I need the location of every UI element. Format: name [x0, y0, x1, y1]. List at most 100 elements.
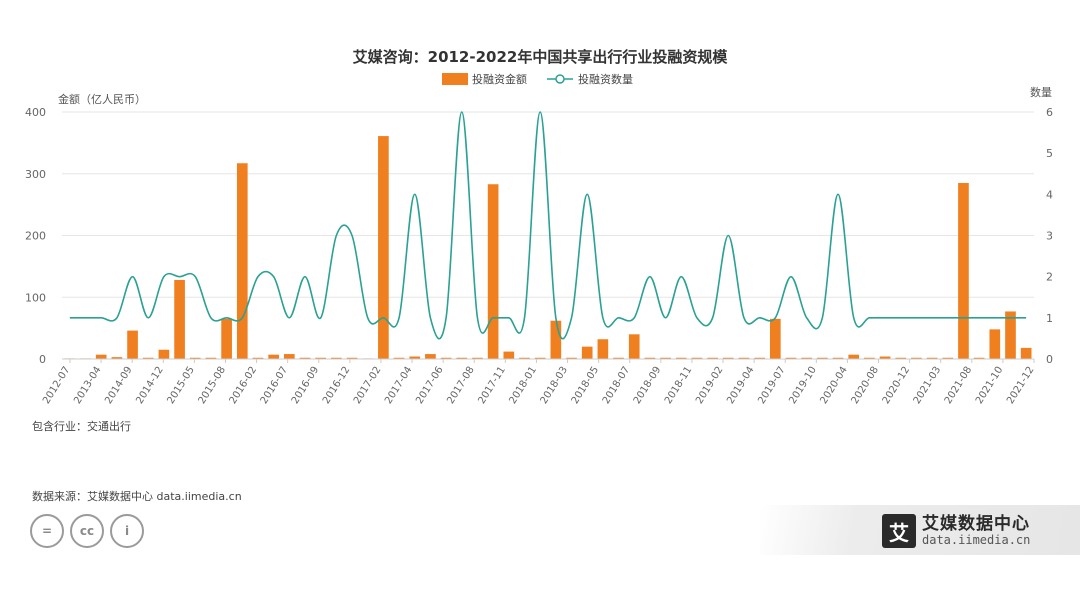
grid — [62, 111, 1034, 360]
bar-2 — [95, 354, 107, 359]
bar-50 — [848, 354, 860, 359]
bar-48 — [817, 357, 828, 359]
y2-tick-label-6: 6 — [1046, 106, 1053, 119]
x-tick-label-31: 2021-12 — [1005, 365, 1036, 406]
x-tick-label-17: 2018-05 — [570, 365, 601, 406]
brand-url: data.iimedia.cn — [922, 532, 1031, 547]
bar-44 — [754, 357, 765, 359]
bar-21 — [393, 357, 405, 359]
x-tick-label-28: 2021-03 — [912, 365, 943, 406]
x-tick-label-1: 2013-04 — [72, 365, 103, 406]
bar-32 — [566, 357, 577, 359]
y-ticks: 0 100 200 300 400 — [25, 106, 46, 366]
x-tick-label-23: 2019-07 — [756, 365, 787, 406]
bar-53 — [895, 357, 907, 359]
y2-tick-label-2: 2 — [1046, 271, 1053, 284]
bar-49 — [832, 357, 844, 359]
x-tick-label-16: 2018-03 — [539, 365, 570, 406]
count-series-line — [69, 111, 1027, 340]
bar-39 — [675, 357, 687, 359]
y2-tick-label-0: 0 — [1046, 353, 1053, 366]
bar-54 — [911, 357, 922, 359]
cc-icon: cc — [70, 514, 104, 548]
bar-47 — [801, 357, 813, 359]
bar-56 — [942, 357, 954, 359]
bar-45 — [769, 318, 781, 359]
bar-22 — [409, 356, 421, 359]
bar-11 — [236, 163, 248, 359]
x-tick-label-29: 2021-08 — [943, 365, 974, 406]
bar-30 — [534, 357, 546, 359]
y2-tick-label-3: 3 — [1046, 230, 1053, 243]
bar-60 — [1005, 311, 1016, 359]
brand-name: 艾媒数据中心 — [922, 513, 1030, 534]
bar-20 — [378, 136, 389, 359]
x-tick-label-4: 2015-05 — [165, 365, 196, 406]
bar-57 — [958, 183, 969, 359]
bar-23 — [425, 354, 436, 359]
y2-ticks: 0 1 2 3 4 5 6 — [1046, 106, 1053, 366]
y-tick-label-1: 100 — [25, 291, 46, 304]
y2-tick-label-4: 4 — [1046, 188, 1053, 201]
bar-51 — [864, 357, 875, 359]
chart-title: 艾媒咨询：2012-2022年中国共享出行行业投融资规模 — [353, 48, 729, 66]
x-tick-label-6: 2016-02 — [228, 365, 259, 406]
bar-41 — [707, 357, 718, 359]
bar-34 — [597, 339, 609, 359]
x-tick-label-7: 2016-07 — [259, 365, 290, 406]
x-tick-label-14: 2017-11 — [476, 365, 507, 406]
cc-nd-icon: = — [30, 514, 64, 548]
industry-note: 包含行业：交通出行 — [32, 420, 131, 433]
bar-25 — [456, 357, 468, 359]
bar-43 — [738, 357, 750, 359]
legend: 投融资金额 投融资数量 — [442, 72, 633, 86]
brand: 艾 艾媒数据中心 data.iimedia.cn — [882, 514, 1030, 548]
bar-58 — [973, 357, 985, 359]
x-tick-label-10: 2017-02 — [352, 365, 383, 406]
x-tick-label-5: 2015-08 — [197, 365, 228, 406]
x-tick-label-2: 2014-09 — [103, 365, 134, 406]
footer-band — [760, 505, 1080, 555]
bar-55 — [926, 357, 938, 359]
bar-31 — [550, 320, 562, 359]
x-tick-label-8: 2016-09 — [290, 365, 321, 406]
y2-tick-label-1: 1 — [1046, 312, 1053, 325]
x-tick-label-11: 2017-04 — [383, 365, 414, 406]
bar-52 — [879, 356, 891, 359]
bar-5 — [142, 357, 154, 359]
y2-axis-label: 数量 — [1030, 86, 1052, 99]
x-ticks: 2012-07 2013-04 2014-09 2014-12 2015-05 2015-… — [41, 359, 1037, 406]
x-tick-label-30: 2021-10 — [974, 365, 1005, 406]
bar-12 — [252, 357, 264, 359]
bar-16 — [315, 357, 327, 359]
bar-8 — [189, 357, 201, 359]
x-tick-label-0: 2012-07 — [41, 365, 72, 406]
bar-29 — [519, 357, 530, 359]
x-tick-label-20: 2018-11 — [663, 365, 694, 406]
x-tick-label-27: 2020-12 — [881, 365, 912, 406]
bar-46 — [785, 357, 797, 359]
y-tick-label-3: 300 — [25, 168, 46, 181]
x-tick-label-15: 2018-01 — [508, 365, 539, 406]
cc-by-icon: i — [110, 514, 144, 548]
chart: 艾媒咨询：2012-2022年中国共享出行行业投融资规模 投融资金额 投融资数量… — [25, 48, 1053, 406]
bar-37 — [644, 357, 656, 359]
bar-27 — [487, 184, 499, 359]
y-axis-label: 金额（亿人民币） — [58, 92, 146, 106]
legend-bar-label: 投融资金额 — [472, 72, 527, 86]
bar-10 — [221, 318, 232, 359]
y2-tick-label-5: 5 — [1046, 147, 1053, 160]
bar-36 — [628, 334, 640, 359]
bar-6 — [158, 349, 170, 359]
y-tick-label-2: 200 — [25, 230, 46, 243]
bar-13 — [268, 354, 279, 359]
x-tick-label-19: 2018-09 — [632, 365, 663, 406]
source-note: 数据来源：艾媒数据中心 data.iimedia.cn — [32, 490, 242, 503]
legend-line-label: 投融资数量 — [578, 72, 633, 86]
x-tick-label-26: 2020-08 — [850, 365, 881, 406]
bar-33 — [581, 346, 593, 359]
x-tick-label-12: 2017-06 — [414, 365, 445, 406]
bar-18 — [346, 357, 358, 359]
bar-17 — [331, 357, 342, 359]
legend-bar-swatch — [442, 73, 468, 85]
